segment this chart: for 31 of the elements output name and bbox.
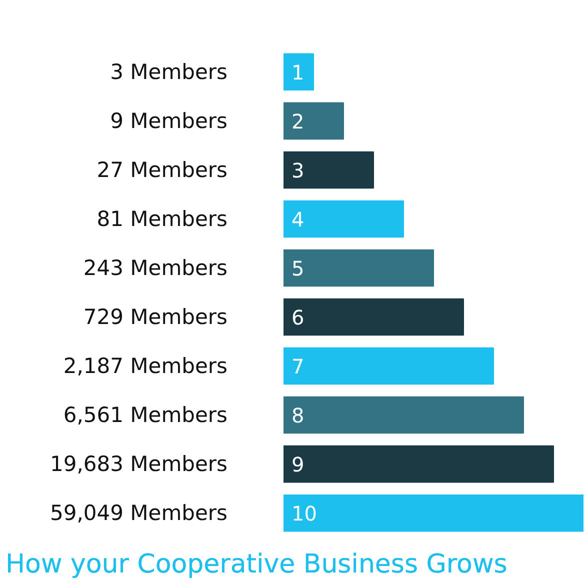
data-label: 8 [292,404,304,428]
data-label: 9 [292,452,304,477]
y-tick-label: 2,187 Members [63,354,228,378]
data-label: 10 [292,502,317,526]
y-tick-label: 19,683 Members [50,452,228,476]
bar [284,249,434,287]
y-tick-label: 729 Members [83,305,228,330]
y-tick-label: 59,049 Members [50,501,228,526]
y-tick-label: 9 Members [110,108,228,133]
bar [284,494,584,532]
y-tick-label: 6,561 Members [63,403,228,428]
bar [284,53,314,91]
y-tick-label: 3 Members [110,60,228,84]
y-tick-label: 81 Members [96,206,228,231]
bar [284,298,464,336]
y-tick-label: 27 Members [96,158,228,182]
bar [284,347,494,385]
bar [284,102,344,140]
data-label: 4 [292,207,304,232]
data-label: 2 [292,109,304,134]
bar [284,200,404,238]
bar [284,396,524,434]
y-tick-label: 243 Members [83,256,228,280]
data-label: 1 [292,60,304,84]
bar [284,151,374,189]
data-label: 6 [292,306,304,330]
text: How your Cooperative Business Grows [6,550,508,580]
data-label: 7 [292,354,304,379]
data-label: 3 [292,158,304,182]
bar [284,445,554,483]
data-label: 5 [292,256,304,280]
